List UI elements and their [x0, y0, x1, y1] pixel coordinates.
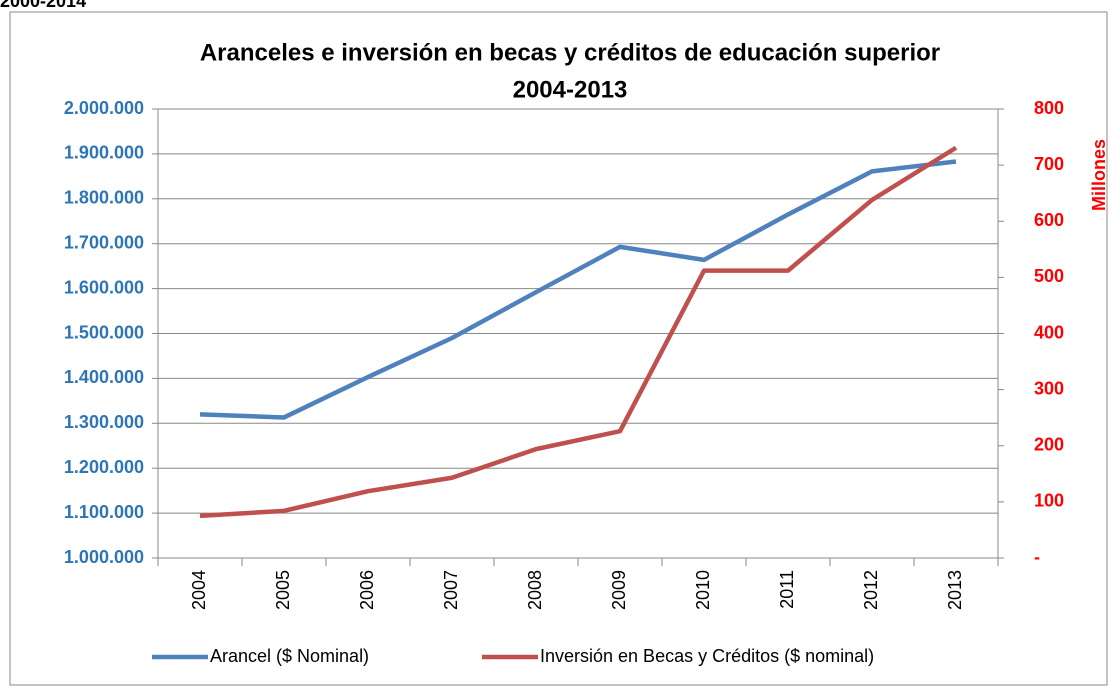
- y2-tick-label: 400: [1034, 322, 1064, 342]
- series-line: [199, 145, 958, 519]
- x-tick-label: 2007: [441, 570, 461, 610]
- x-tick-label: 2010: [693, 570, 713, 610]
- x-tick-label: 2009: [609, 570, 629, 610]
- y2-tick-label: -: [1034, 547, 1040, 567]
- y2-tick-label: 800: [1034, 98, 1064, 118]
- y-tick-label: 1.400.000: [64, 367, 144, 387]
- y-tick-label: 2.000.000: [64, 98, 144, 118]
- y2-tick-label: 700: [1034, 154, 1064, 174]
- legend-label: Inversión en Becas y Créditos ($ nominal…: [540, 646, 874, 666]
- x-tick-label: 2008: [525, 570, 545, 610]
- series-line: [199, 159, 957, 420]
- y-tick-label: 1.300.000: [64, 412, 144, 432]
- y-tick-label: 1.500.000: [64, 322, 144, 342]
- y2-tick-label: 600: [1034, 210, 1064, 230]
- y-tick-label: 1.200.000: [64, 457, 144, 477]
- y-tick-label: 1.800.000: [64, 188, 144, 208]
- x-tick-label: 2012: [861, 570, 881, 610]
- y-tick-label: 1.000.000: [64, 547, 144, 567]
- y2-tick-label: 100: [1034, 491, 1064, 511]
- y-tick-label: 1.900.000: [64, 143, 144, 163]
- page-heading: 2000-2014: [0, 0, 86, 11]
- y2-axis-label: Millones: [1089, 139, 1109, 211]
- x-tick-label: 2013: [945, 570, 965, 610]
- x-tick-label: 2011: [777, 570, 797, 609]
- y-tick-label: 1.700.000: [64, 232, 144, 252]
- x-tick-label: 2006: [357, 570, 377, 610]
- chart-title: Aranceles e inversión en becas y crédito…: [200, 39, 940, 66]
- y2-tick-label: 500: [1034, 266, 1064, 286]
- y2-tick-label: 200: [1034, 435, 1064, 455]
- legend-label: Arancel ($ Nominal): [210, 646, 369, 666]
- y-tick-label: 1.600.000: [64, 277, 144, 297]
- chart-title: 2004-2013: [513, 76, 628, 103]
- chart-frame: [9, 11, 1108, 686]
- x-tick-label: 2004: [189, 570, 209, 610]
- x-tick-label: 2005: [273, 570, 293, 610]
- y-tick-label: 1.100.000: [64, 502, 144, 522]
- y2-tick-label: 300: [1034, 378, 1064, 398]
